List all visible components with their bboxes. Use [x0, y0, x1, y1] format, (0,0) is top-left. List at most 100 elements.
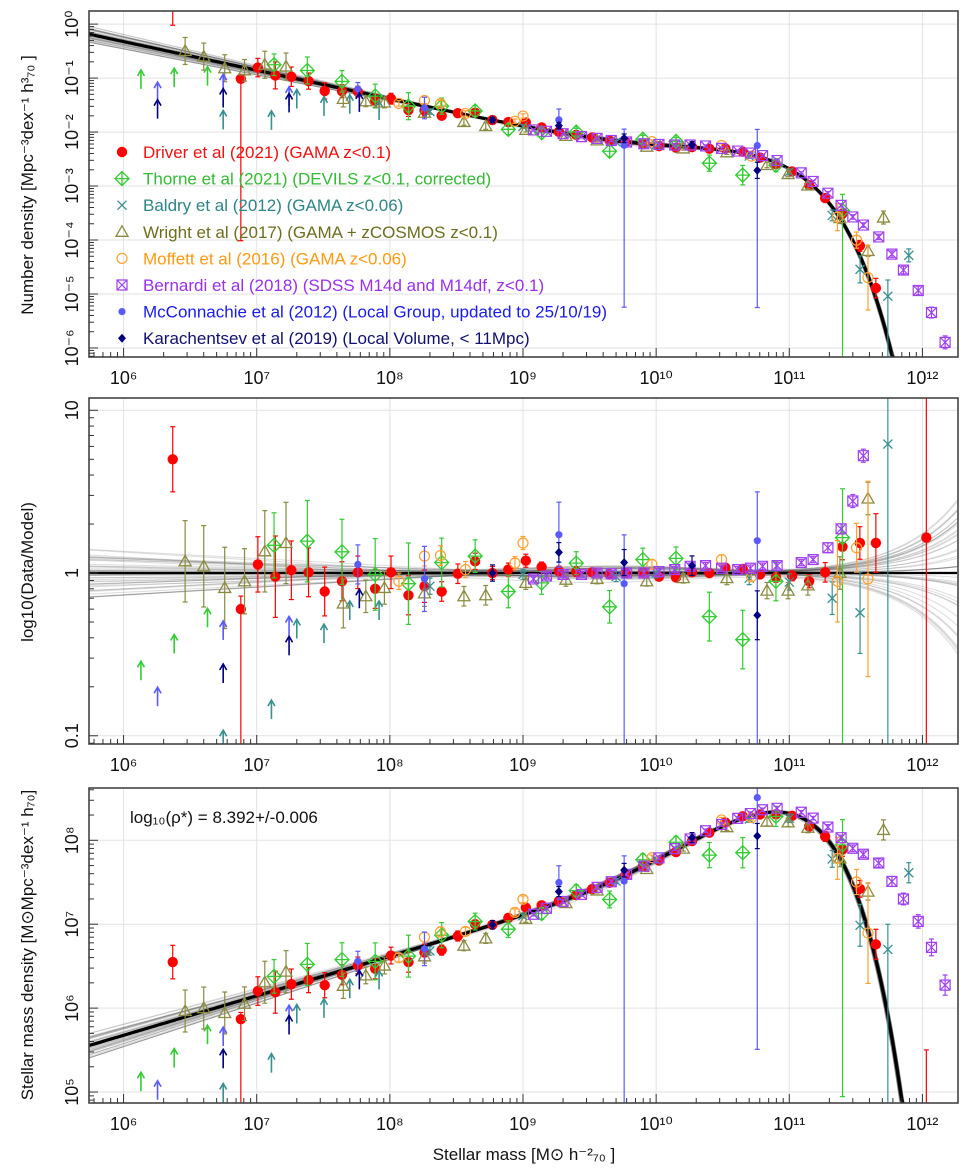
- data-point: [434, 926, 447, 938]
- data-point: [334, 942, 350, 977]
- marker-filled-circle: [167, 454, 178, 465]
- number-density-panel: 10⁶ 10⁷ 10⁸ 10⁹ 10¹⁰ 10¹¹ 10¹² 10⁻⁶ 10⁻⁵ 10⁻⁴ 10⁻³…: [62, 10, 959, 388]
- marker-small-diamond: [488, 115, 497, 125]
- data-point: [886, 875, 898, 888]
- legend-label: Karachentsev et al (2019) (Local Volume,…: [143, 329, 530, 348]
- arrow-head: [284, 1003, 294, 1012]
- mass-density-y-axis-label: Stellar mass density [M⊙Mpc⁻³dex⁻¹ h₇₀]: [18, 790, 37, 1101]
- model-sample-line: [88, 811, 905, 1104]
- x-tick-label: 10⁷: [243, 368, 270, 388]
- marker-small-diamond: [753, 610, 762, 620]
- y-tick-label: 10: [62, 400, 82, 420]
- marker-open-triangle: [217, 580, 232, 594]
- marker-open-circle: [509, 906, 521, 918]
- data-point: [358, 93, 373, 108]
- marker-open-triangle: [358, 588, 373, 602]
- data-point: [715, 818, 728, 831]
- data-point: [420, 545, 429, 613]
- data-point: [732, 812, 744, 824]
- marker-diamond-plus: [433, 554, 450, 571]
- marker-open-circle: [831, 852, 844, 864]
- marker-filled-circle: [286, 978, 297, 990]
- arrow-head: [267, 1052, 276, 1061]
- marker-small-dot: [420, 575, 429, 583]
- model-sample-line: [88, 811, 903, 1104]
- x-tick-label: 10¹²: [906, 368, 938, 388]
- marker-open-triangle: [478, 931, 493, 944]
- marker-square-cross: [527, 573, 540, 585]
- data-point: [554, 541, 563, 563]
- marker-open-triangle: [456, 114, 472, 128]
- model-sample-line: [88, 811, 902, 1104]
- data-point: [855, 571, 866, 655]
- data-point: [780, 166, 796, 180]
- marker-small-diamond: [554, 121, 563, 131]
- marker-diamond-plus: [299, 533, 316, 550]
- marker-square-cross: [807, 553, 819, 566]
- data-point: [358, 966, 373, 985]
- marker-diamond-plus: [367, 88, 384, 104]
- y-tick-label: 10⁷: [62, 911, 82, 938]
- data-point: [734, 836, 751, 869]
- data-point: [835, 523, 847, 535]
- marker-open-circle: [862, 573, 874, 585]
- marker-cross: [882, 944, 893, 955]
- y-tick-label: 10⁻⁵: [62, 275, 82, 312]
- model-sample-line: [88, 812, 903, 1104]
- lower-limit-arrow: [292, 617, 301, 639]
- arrow-head: [169, 66, 179, 75]
- y-tick-label: 10⁰: [62, 10, 82, 37]
- marker-square-cross: [732, 145, 744, 157]
- data-point: [807, 812, 819, 824]
- data-point: [638, 567, 650, 579]
- marker-open-triangle: [336, 91, 351, 105]
- data-point: [217, 546, 232, 630]
- lower-limit-arrow: [218, 1047, 228, 1069]
- data-point: [237, 548, 252, 615]
- data-point: [319, 972, 330, 999]
- marker-square-cross: [699, 560, 712, 572]
- marker-open-triangle: [800, 578, 816, 591]
- data-point: [196, 525, 211, 608]
- series-thorne: [136, 805, 851, 1098]
- marker-open-circle: [393, 952, 405, 964]
- marker-diamond-plus: [834, 529, 851, 546]
- x-tick-label: 10⁶: [110, 755, 137, 775]
- marker-filled-circle: [854, 537, 866, 549]
- marker-open-circle: [862, 927, 874, 939]
- data-point: [252, 976, 264, 1006]
- marker-open-circle: [517, 537, 529, 549]
- marker-open-triangle: [456, 938, 472, 951]
- marker-square-cross: [939, 979, 951, 991]
- model-sample-line: [88, 811, 904, 1104]
- marker-open-circle: [850, 234, 863, 246]
- data-point: [753, 128, 761, 309]
- data-point: [377, 956, 392, 975]
- marker-open-triangle: [780, 166, 796, 180]
- data-point: [847, 493, 859, 509]
- data-point: [527, 573, 540, 585]
- marker-filled-circle: [252, 62, 264, 73]
- data-point: [876, 210, 891, 225]
- data-point: [882, 279, 893, 357]
- data-point: [669, 843, 681, 855]
- arrow-head: [345, 93, 354, 102]
- data-point: [699, 560, 712, 572]
- marker-diamond-plus: [266, 968, 282, 985]
- marker-filled-circle: [116, 146, 128, 158]
- data-point: [266, 512, 282, 579]
- marker-square-cross: [540, 570, 553, 582]
- marker-open-circle: [459, 563, 472, 576]
- data-point: [319, 566, 330, 617]
- data-point: [393, 952, 405, 964]
- marker-square-cross: [925, 941, 938, 953]
- data-point: [178, 36, 193, 66]
- model-sample-line: [88, 809, 905, 1104]
- data-point: [870, 277, 882, 299]
- marker-small-dot: [620, 877, 628, 885]
- arrow-head: [355, 91, 364, 100]
- y-tick-label: 10⁶: [62, 994, 82, 1021]
- marker-cross: [117, 200, 127, 211]
- data-point: [847, 211, 859, 223]
- marker-diamond-plus: [334, 73, 350, 90]
